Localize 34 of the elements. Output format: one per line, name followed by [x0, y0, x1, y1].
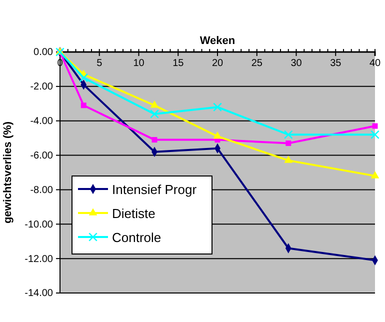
y-tick-label: -6.00: [30, 150, 54, 162]
y-tick-label: 0.00: [34, 47, 54, 58]
point: [213, 102, 222, 112]
x-tick-label: 35: [330, 58, 342, 70]
y-tick-label: -8.00: [30, 184, 54, 196]
y-tick-label: -14.00: [24, 288, 54, 300]
x-axis-title: Weken: [200, 35, 236, 47]
point: [286, 140, 292, 146]
point: [150, 100, 159, 108]
legend-label: Intensief Progr: [112, 182, 198, 197]
point: [213, 132, 222, 139]
x-tick-label: 30: [290, 58, 302, 70]
x-tick-label: 25: [251, 58, 263, 70]
point: [79, 73, 88, 82]
point: [284, 130, 293, 140]
x-tick-label: 15: [172, 58, 184, 70]
x-tick-label: 40: [369, 58, 381, 70]
point: [80, 102, 86, 108]
point: [372, 123, 378, 129]
point: [150, 109, 159, 118]
point: [152, 137, 158, 143]
point: [370, 171, 380, 178]
legend-label: Dietiste: [112, 206, 156, 221]
x-tick-label: 10: [133, 58, 145, 70]
x-tick-label: 5: [96, 58, 103, 70]
y-tick-label: -12.00: [24, 254, 54, 265]
point: [284, 156, 293, 163]
y-tick-label: -2.00: [30, 82, 54, 93]
y-tick-label: -10.00: [24, 219, 54, 230]
x-tick-label: 20: [212, 58, 224, 70]
point: [370, 130, 380, 140]
y-tick-label: -4.00: [30, 116, 54, 128]
y-axis-title: gewichtsverlies (%): [2, 121, 14, 224]
legend-label: Controle: [112, 230, 162, 245]
